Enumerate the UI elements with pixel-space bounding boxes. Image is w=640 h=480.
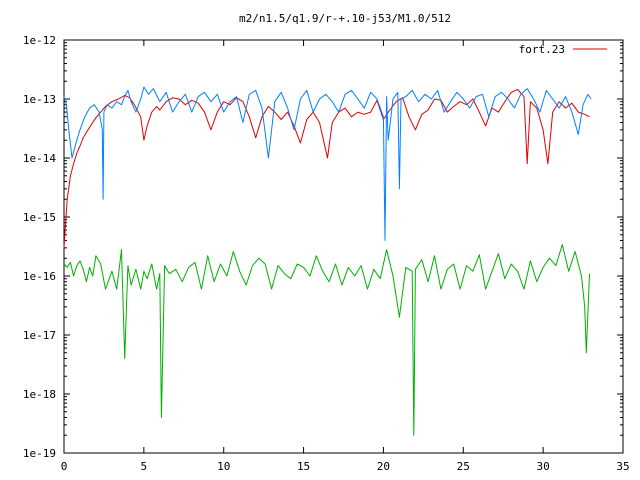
series-line-2 [63, 244, 590, 436]
legend: fort.23 [519, 43, 607, 56]
chart-title: m2/n1.5/q1.9/r-+.10-j53/M1.0/512 [239, 12, 451, 25]
y-tick-label: 1e-13 [23, 93, 56, 106]
x-tick-label: 15 [297, 460, 310, 473]
y-tick-label: 1e-15 [23, 211, 56, 224]
legend-entry-label: fort.23 [519, 43, 565, 56]
x-tick-label: 20 [377, 460, 390, 473]
series-line-0 [63, 89, 590, 248]
x-tick-label: 25 [457, 460, 470, 473]
x-tick-label: 5 [141, 460, 148, 473]
x-tick-label: 35 [616, 460, 629, 473]
y-tick-label: 1e-19 [23, 447, 56, 460]
y-tick-label: 1e-17 [23, 329, 56, 342]
plot-frame [63, 39, 624, 454]
y-tick-label: 1e-18 [23, 388, 56, 401]
y-tick-label: 1e-16 [23, 270, 56, 283]
y-axis: 1e-19 1e-18 1e-17 1e-16 1e-15 1e-14 1e-13 1e-12 [23, 34, 623, 460]
y-tick-label: 1e-12 [23, 34, 56, 47]
y-tick-label: 1e-14 [23, 152, 56, 165]
x-tick-label: 0 [61, 460, 68, 473]
x-tick-label: 10 [217, 460, 230, 473]
series-line-1 [63, 86, 592, 241]
series-layer [63, 86, 592, 436]
x-tick-label: 30 [537, 460, 550, 473]
x-axis: 0 5 10 15 20 25 30 35 [61, 40, 630, 473]
